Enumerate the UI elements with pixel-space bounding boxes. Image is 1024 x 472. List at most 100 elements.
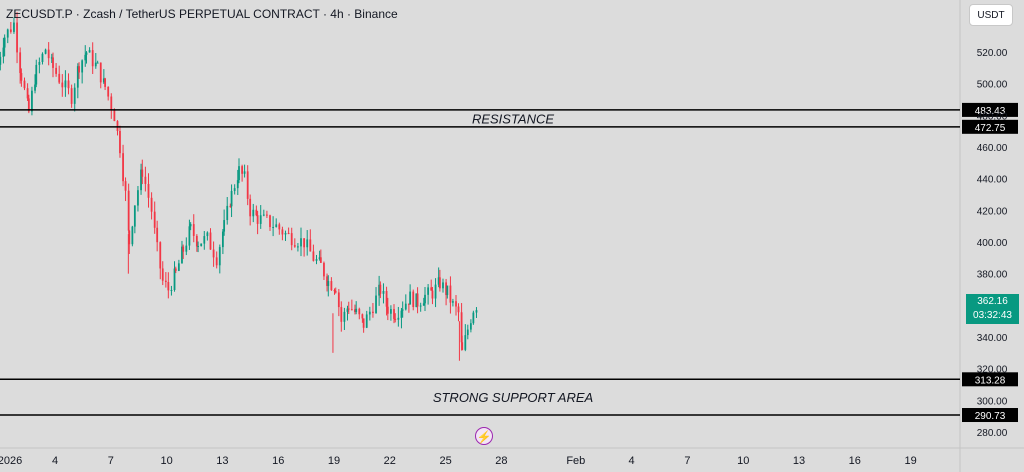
candle	[91, 42, 94, 75]
candle	[290, 227, 293, 251]
candle	[365, 310, 368, 329]
candle	[386, 297, 389, 321]
candle	[466, 324, 469, 340]
candle	[104, 77, 106, 91]
candle	[361, 313, 364, 323]
y-tick-label: 280.00	[977, 428, 1008, 439]
candle	[347, 301, 350, 314]
x-tick-label: Feb	[566, 455, 585, 467]
level-price-box	[962, 119, 1018, 134]
candle	[312, 244, 315, 262]
candle	[181, 240, 183, 264]
candle	[159, 241, 162, 280]
candle	[188, 219, 191, 250]
candle	[422, 297, 425, 306]
candle	[431, 286, 434, 305]
candle	[20, 68, 23, 87]
candle	[182, 244, 185, 259]
candle	[170, 285, 173, 296]
x-tick-label: 28	[495, 455, 507, 467]
candle	[461, 335, 464, 351]
candle	[469, 319, 472, 333]
x-tick-label: 4	[629, 455, 635, 467]
candle	[358, 307, 361, 320]
y-tick-label: 480.00	[977, 111, 1008, 122]
y-tick-label: 380.00	[977, 270, 1008, 281]
candle	[281, 226, 284, 241]
candle	[445, 278, 447, 306]
y-tick-label: 500.00	[977, 80, 1008, 91]
candle	[221, 229, 224, 255]
candle	[284, 230, 287, 241]
candle	[368, 306, 371, 321]
candle	[236, 169, 239, 196]
x-tick-label: 13	[216, 455, 228, 467]
candle	[226, 197, 229, 225]
candle	[424, 287, 426, 312]
price-axis[interactable]	[960, 0, 1024, 472]
candle	[449, 276, 452, 314]
candle	[9, 22, 12, 34]
candle	[58, 65, 61, 85]
levels-group: 483.43 472.75 313.28 290.73 RESISTANCE STRONG…	[0, 102, 1018, 423]
y-tick-label: 340.00	[977, 333, 1008, 344]
candle	[457, 303, 460, 322]
candle	[438, 269, 441, 292]
candle	[81, 59, 84, 84]
candle	[303, 238, 306, 257]
candle	[203, 231, 206, 250]
candle	[272, 216, 275, 237]
currency-button[interactable]: USDT	[969, 4, 1013, 26]
candle	[102, 69, 105, 84]
candle	[167, 272, 170, 299]
candle	[212, 241, 215, 267]
candle	[346, 305, 349, 321]
candle	[319, 249, 322, 264]
candle	[140, 163, 142, 195]
candle	[472, 310, 475, 325]
candle	[434, 278, 437, 308]
last-price-tag: 362.16 03:32:43	[966, 294, 1019, 324]
candle	[437, 267, 440, 288]
candle	[150, 192, 153, 220]
lightning-icon[interactable]: ⚡	[475, 427, 493, 445]
x-tick-label: 19	[904, 455, 916, 467]
candle	[141, 159, 144, 185]
candle	[131, 225, 134, 247]
candle	[174, 266, 177, 274]
candle	[269, 214, 271, 231]
candle	[13, 17, 15, 34]
candle	[246, 165, 249, 206]
candle	[23, 77, 26, 91]
x-tick-label: 10	[160, 455, 172, 467]
candle	[116, 120, 119, 136]
candle	[390, 305, 392, 321]
x-tick-label: 19	[328, 455, 340, 467]
candle	[61, 74, 64, 97]
candle	[88, 47, 91, 53]
candle	[446, 285, 449, 299]
candle	[333, 288, 336, 295]
candle	[249, 194, 252, 226]
x-ticks-group: 2026 4 7 10 13 16 19 22 25 28 Feb 4 7 10 13 16 19	[0, 455, 917, 467]
candle	[241, 164, 244, 182]
zone-label: STRONG SUPPORT AREA	[433, 390, 593, 405]
x-tick-label: 7	[108, 455, 114, 467]
candle	[78, 62, 80, 79]
x-tick-label: 10	[737, 455, 749, 467]
candle	[3, 34, 6, 57]
level-price-label: 313.28	[975, 375, 1006, 386]
level-price-label: 472.75	[975, 123, 1006, 134]
candle	[2, 37, 5, 64]
candle	[475, 307, 478, 318]
candle	[144, 166, 147, 192]
candle	[407, 303, 410, 313]
candle	[6, 28, 9, 44]
candle	[427, 284, 430, 305]
chart-pane[interactable]	[0, 0, 960, 448]
candle	[147, 173, 150, 208]
candle	[354, 304, 356, 315]
candle	[153, 201, 156, 234]
candle	[73, 83, 76, 112]
